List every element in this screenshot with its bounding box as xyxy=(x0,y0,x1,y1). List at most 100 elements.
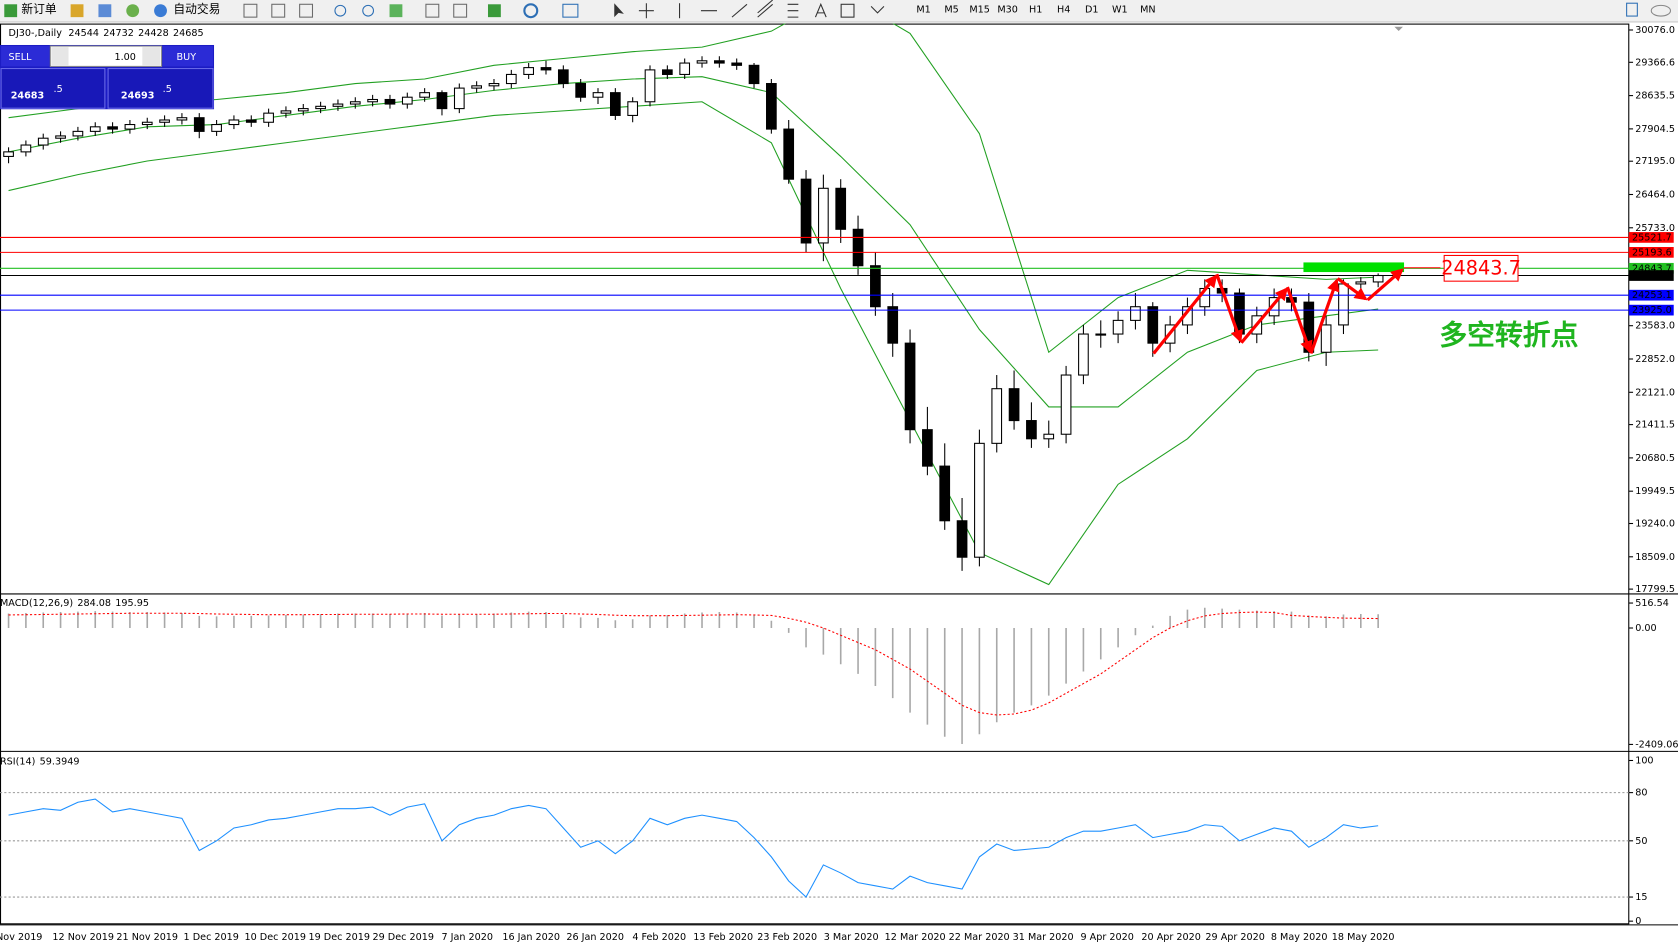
sell-label[interactable]: SELL xyxy=(9,52,33,63)
label-icon[interactable] xyxy=(840,3,855,18)
timeframe-button[interactable]: M1 xyxy=(916,5,930,16)
candle-body xyxy=(592,92,604,98)
zoom-out-icon[interactable] xyxy=(362,4,375,17)
ask-price[interactable]: 24693 xyxy=(121,90,154,101)
candle-body xyxy=(367,98,378,103)
candle-body xyxy=(453,87,465,110)
arrows-icon[interactable] xyxy=(870,6,885,14)
y-tick-label: 19240.0 xyxy=(1635,519,1675,530)
toolbar-icon[interactable] xyxy=(70,4,84,18)
candle-body xyxy=(852,228,864,267)
buy-button[interactable] xyxy=(162,46,213,67)
y-tick-label: 18509.0 xyxy=(1635,552,1675,563)
timeframe-button[interactable]: M5 xyxy=(944,5,958,16)
x-tick-label: 13 Feb 2020 xyxy=(693,932,753,943)
candle-body xyxy=(1147,306,1159,344)
candle-body xyxy=(1268,297,1280,317)
toolbar-icon[interactable] xyxy=(98,4,112,18)
y-tick-label: 19949.5 xyxy=(1635,486,1675,497)
ask-fraction[interactable]: .5 xyxy=(163,84,172,95)
lots-decrease[interactable] xyxy=(51,47,69,66)
rsi-header: RSI(14) 59.3949 xyxy=(0,757,79,768)
channel-icon[interactable] xyxy=(757,0,773,18)
toolbar-icon[interactable] xyxy=(126,4,140,18)
timeframe-button[interactable]: MN xyxy=(1140,5,1156,16)
candle-body xyxy=(297,108,309,112)
lots-value[interactable]: 1.00 xyxy=(114,52,135,63)
candle-body xyxy=(714,60,725,64)
tool-icon[interactable] xyxy=(453,3,468,18)
candle-body xyxy=(1130,306,1141,321)
templates-icon[interactable] xyxy=(562,3,579,18)
text-icon[interactable] xyxy=(814,2,827,18)
bid-box[interactable] xyxy=(0,68,106,109)
y-tick-label: 22852.0 xyxy=(1635,354,1675,365)
candle-body xyxy=(37,137,49,146)
indicators-icon[interactable] xyxy=(487,4,501,18)
price-level-label: 23925.0 xyxy=(1632,305,1672,316)
tool-icon[interactable] xyxy=(299,3,314,18)
timeframe-button[interactable]: H4 xyxy=(1057,5,1070,16)
resistance-highlight xyxy=(1303,262,1405,273)
candle-body xyxy=(679,62,691,75)
trendline-icon[interactable] xyxy=(731,3,748,18)
periods-icon[interactable] xyxy=(523,3,539,19)
macd-value: 284.08 xyxy=(77,598,111,609)
y-tick-label: 0.00 xyxy=(1635,623,1656,634)
cursor-icon[interactable] xyxy=(614,3,624,18)
bid-price[interactable]: 24683 xyxy=(11,90,44,101)
new-order-button[interactable]: 新订单 xyxy=(21,2,57,16)
tool-icon[interactable] xyxy=(425,3,440,18)
bollinger-upper xyxy=(8,23,1379,354)
price-level-label: 25521.7 xyxy=(1632,232,1672,243)
fibo-icon[interactable] xyxy=(787,3,799,18)
zoom-in-icon[interactable] xyxy=(334,4,347,17)
bid-fraction[interactable]: .5 xyxy=(54,84,63,95)
timeframe-button[interactable]: M30 xyxy=(997,5,1018,16)
buy-label[interactable]: BUY xyxy=(177,52,197,63)
x-tick-label: 10 Dec 2019 xyxy=(245,932,306,943)
candle-body xyxy=(887,306,899,344)
chat-icon[interactable] xyxy=(1650,4,1672,17)
auto-trading-icon[interactable] xyxy=(154,4,167,18)
sell-button[interactable] xyxy=(1,46,50,67)
candle-body xyxy=(419,92,430,98)
macd-title: MACD(12,26,9) xyxy=(0,598,73,609)
candle-body xyxy=(922,429,933,467)
y-tick-label: 25733.0 xyxy=(1635,223,1675,234)
candle-body xyxy=(401,96,413,105)
x-tick-label: 12 Mar 2020 xyxy=(885,932,946,943)
tile-icon[interactable] xyxy=(389,4,403,18)
new-order-icon[interactable] xyxy=(4,4,18,18)
candle-body xyxy=(766,83,777,130)
ask-box[interactable] xyxy=(107,68,214,109)
search-icon[interactable] xyxy=(1626,2,1638,17)
y-tick-label: 30076.0 xyxy=(1635,25,1675,36)
candle-body xyxy=(471,85,482,89)
tool-icon[interactable] xyxy=(271,3,286,18)
candle-body xyxy=(557,69,569,85)
candle-body xyxy=(332,103,344,107)
timeframe-button[interactable]: M15 xyxy=(969,5,990,16)
candle-body xyxy=(176,117,188,121)
timeframe-button[interactable]: W1 xyxy=(1112,5,1128,16)
bollinger-middle xyxy=(8,76,1379,408)
y-tick-label: 21411.5 xyxy=(1635,420,1675,431)
crosshair-icon[interactable] xyxy=(638,3,654,19)
candle-body xyxy=(835,187,847,230)
rsi-line xyxy=(8,798,1379,898)
lots-increase[interactable] xyxy=(142,47,161,66)
tool-icon[interactable] xyxy=(243,3,258,18)
timeframe-button[interactable]: D1 xyxy=(1085,5,1099,16)
candle-body xyxy=(991,388,1003,444)
auto-trading-button[interactable]: 自动交易 xyxy=(173,2,220,16)
x-tick-label: 29 Dec 2019 xyxy=(372,932,433,943)
trade-panel: SELL 1.00 BUY 24683 .5 24693 .5 xyxy=(0,44,215,110)
price-level-tag xyxy=(1628,232,1674,243)
candle-body xyxy=(800,178,812,244)
candle-body xyxy=(1338,283,1349,326)
lots-input[interactable] xyxy=(49,45,163,67)
candle-body xyxy=(870,265,881,308)
timeframe-button[interactable]: H1 xyxy=(1029,5,1042,16)
